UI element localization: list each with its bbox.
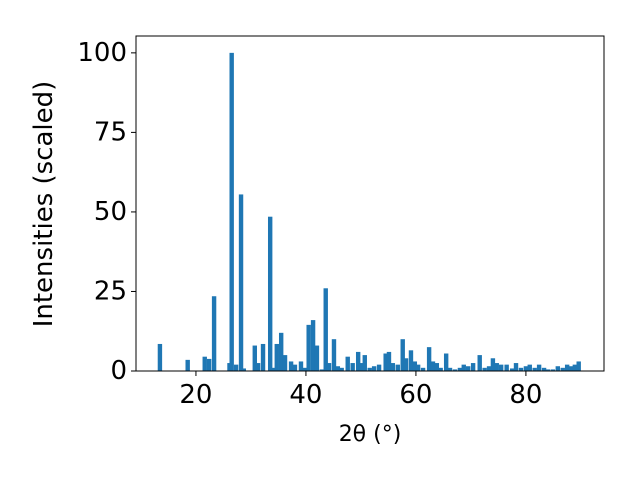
bar [403,358,409,371]
bar [367,367,372,371]
bar [211,296,217,371]
bar [564,364,570,371]
bar [504,364,509,371]
bar [331,339,337,371]
bar [390,363,396,371]
bar [319,369,325,371]
bar [395,364,400,371]
bar [426,347,432,371]
bar [185,359,190,371]
bar [576,361,581,371]
bar [452,369,458,371]
bar [292,364,298,371]
bar [477,355,482,371]
bar [270,367,276,371]
bar [362,355,367,371]
bar [355,351,361,371]
bar [490,358,496,371]
bar [157,343,163,371]
bar [298,361,304,371]
bar [206,358,212,371]
bar [358,363,364,371]
bar [532,367,537,371]
axes-frame [135,35,605,372]
y-tick-label: 0 [110,356,127,386]
bar [430,361,436,371]
bar [457,367,463,371]
bar [282,355,288,371]
bar [523,366,529,371]
bar [386,351,392,371]
bar [260,343,266,371]
x-tick-label: 60 [399,380,432,410]
bar [383,353,388,371]
bar [233,364,239,371]
bar [470,363,476,371]
bar [545,369,551,371]
bar [371,366,377,371]
bar [447,367,453,371]
bar [339,367,344,371]
bar [400,339,405,371]
bar [229,52,234,371]
bar [536,364,542,371]
bar [513,363,519,371]
bar [498,364,504,371]
plot-area [157,52,581,371]
bar [345,356,350,371]
x-tick-label: 20 [179,380,212,410]
bar [302,367,308,371]
bar [350,363,355,371]
bar [518,367,524,371]
bar [550,369,556,371]
bar [568,366,574,371]
bar [376,364,382,371]
bar [486,366,492,371]
bar [326,363,332,371]
bar [252,345,257,371]
bar [306,324,311,371]
bar [541,367,547,371]
bar [267,216,273,371]
bar [572,364,578,371]
bar [420,367,426,371]
bar [461,364,466,371]
bar [494,363,499,371]
bar [255,363,261,371]
x-tick-label: 80 [509,380,542,410]
bar [274,343,279,371]
bar [241,368,246,371]
bar [238,194,244,371]
bar [415,364,421,371]
bar [412,361,418,371]
bar [323,288,328,371]
y-tick-label: 25 [94,276,127,306]
y-tick-label: 100 [77,38,127,68]
bar [314,345,320,371]
bar [527,364,532,371]
bar [465,366,471,371]
bar [434,363,440,371]
x-tick-label: 40 [289,380,322,410]
bar [555,366,561,371]
bar [310,320,316,371]
bar [408,350,414,371]
bar [202,356,207,371]
y-tick-label: 50 [94,197,127,227]
bar [335,366,341,371]
bar [438,367,443,371]
bar [288,361,294,371]
y-tick-label: 75 [94,117,127,147]
bar [482,367,487,371]
bar [560,367,565,371]
bar [443,353,449,371]
x-axis-label: 2θ (°) [339,422,402,447]
y-axis-label: Intensities (scaled) [29,81,59,328]
bar [278,332,284,371]
bar [509,368,515,371]
